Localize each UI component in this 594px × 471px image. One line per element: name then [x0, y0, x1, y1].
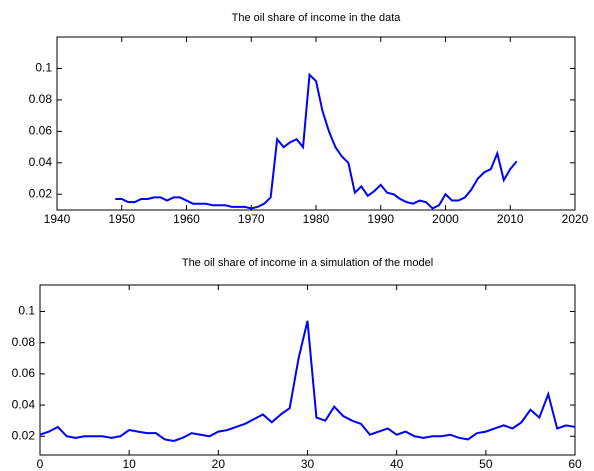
y-tick-label: 0.1	[18, 304, 35, 318]
x-tick-label: 2000	[432, 212, 459, 226]
chart-title: The oil share of income in the data	[232, 12, 402, 24]
x-tick-label: 20	[212, 457, 226, 471]
x-tick-label: 30	[301, 457, 315, 471]
x-tick-label: 1990	[367, 212, 394, 226]
x-tick-label: 1970	[238, 212, 265, 226]
y-tick-label: 0.08	[12, 335, 36, 349]
x-tick-label: 2010	[497, 212, 524, 226]
x-tick-label: 50	[479, 457, 493, 471]
x-tick-label: 10	[122, 457, 136, 471]
y-tick-label: 0.1	[35, 61, 52, 75]
data-line	[39, 320, 576, 442]
y-tick-label: 0.06	[29, 124, 53, 138]
y-tick-label: 0.04	[29, 155, 53, 169]
x-tick-label: 1950	[108, 212, 135, 226]
x-tick-label: 1940	[44, 212, 71, 226]
y-tick-label: 0.06	[12, 366, 36, 380]
data-line	[115, 72, 518, 210]
x-tick-label: 0	[37, 457, 44, 471]
y-tick-label: 0.04	[12, 397, 36, 411]
x-tick-label: 2020	[562, 212, 589, 226]
x-tick-label: 1980	[303, 212, 330, 226]
x-tick-label: 40	[390, 457, 404, 471]
plot-frame	[56, 36, 576, 211]
y-tick-label: 0.02	[12, 428, 36, 442]
x-tick-label: 60	[568, 457, 582, 471]
y-tick-label: 0.08	[29, 92, 53, 106]
chart-title: The oil share of income in a simulation …	[182, 257, 433, 269]
x-tick-label: 1960	[173, 212, 200, 226]
y-tick-label: 0.02	[29, 186, 53, 200]
